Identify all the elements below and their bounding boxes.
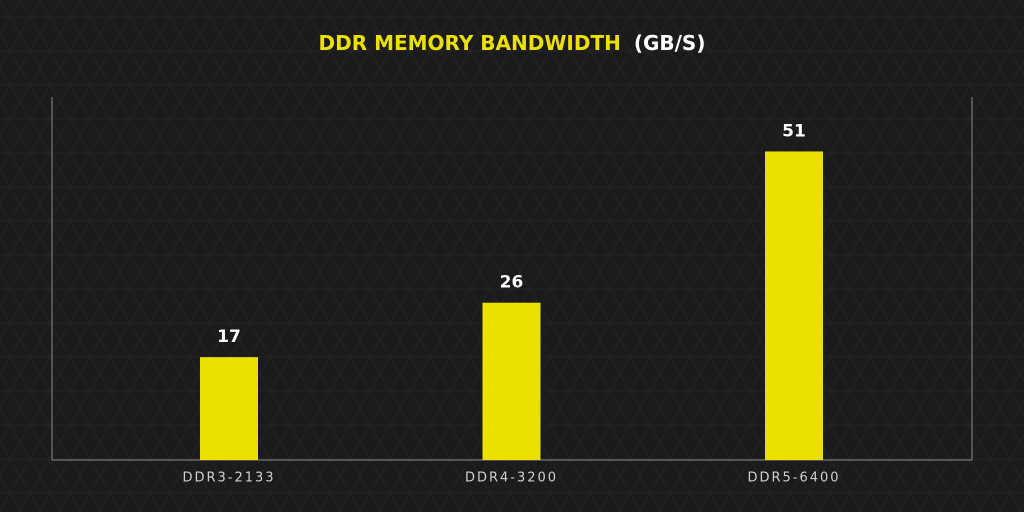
x-tick-label: DDR3-2133 [182,471,275,486]
chart-title-unit: (GB/S) [634,31,706,55]
bar [482,302,541,460]
x-tick-label: DDR4-3200 [465,471,558,486]
value-label: 26 [500,273,524,293]
x-tick-label: DDR5-6400 [747,471,840,486]
chart-title-group: DDR MEMORY BANDWIDTH (GB/S) [319,31,706,55]
value-label: 51 [782,121,806,141]
value-label: 17 [217,327,241,347]
bar [765,151,823,460]
bar [200,357,258,460]
chart-title: DDR MEMORY BANDWIDTH [319,31,621,55]
